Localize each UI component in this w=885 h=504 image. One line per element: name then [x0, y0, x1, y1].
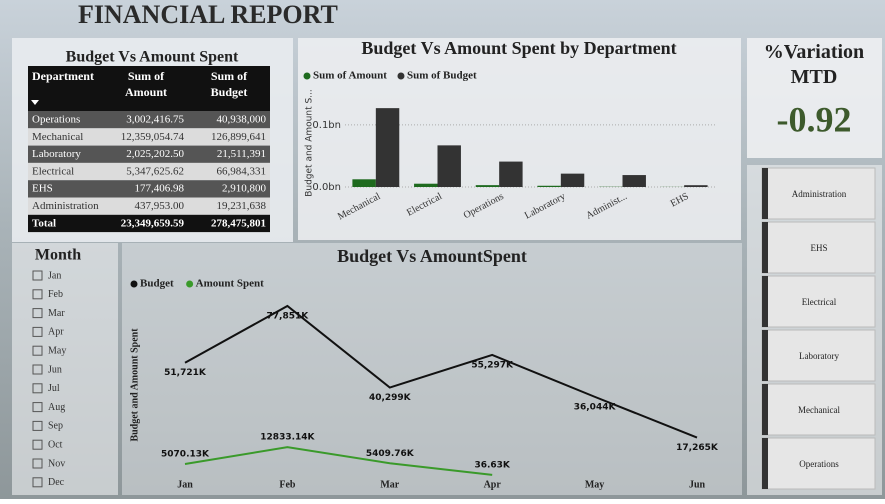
data-label: 12833.14K	[260, 433, 315, 443]
data-label: 51,721K	[164, 368, 207, 378]
legend-marker	[186, 281, 193, 288]
bar	[561, 174, 584, 187]
column-header: Department	[32, 69, 94, 83]
month-item[interactable]: May	[48, 345, 66, 356]
table-cell: 66,984,331	[217, 165, 267, 177]
legend-marker	[131, 281, 138, 288]
button-accent	[762, 330, 768, 381]
button-accent	[762, 438, 768, 489]
x-tick-label: Jan	[177, 479, 193, 490]
department-item[interactable]: Laboratory	[799, 351, 839, 361]
table-cell: 5,347,625.62	[126, 165, 184, 177]
data-label: 40,299K	[369, 393, 412, 403]
legend-marker	[397, 73, 404, 80]
table-cell: 177,406.98	[135, 183, 185, 195]
month-item[interactable]: Mar	[48, 308, 65, 319]
table-cell: 2,910,800	[222, 183, 267, 195]
table-cell: 126,899,641	[211, 131, 266, 143]
x-tick-label: May	[585, 479, 604, 490]
line-title: Budget Vs AmountSpent	[337, 246, 527, 266]
month-item[interactable]: Jul	[48, 383, 60, 394]
month-item[interactable]: Jun	[48, 364, 62, 375]
month-item[interactable]: Nov	[48, 458, 65, 469]
table-cell: Total	[32, 217, 56, 229]
x-tick-label: Feb	[279, 479, 296, 490]
table-cell: 437,953.00	[135, 200, 185, 212]
legend-label: Amount Spent	[196, 278, 264, 290]
department-item[interactable]: Administration	[792, 189, 847, 199]
department-item[interactable]: EHS	[810, 243, 827, 253]
page-title: FINANCIAL REPORT	[78, 0, 338, 29]
data-label: 36.63K	[474, 460, 510, 470]
table-cell: 21,511,391	[217, 148, 266, 160]
x-tick-label: Apr	[484, 479, 502, 490]
table-cell: Administration	[32, 200, 99, 212]
legend-label: Sum of Budget	[407, 70, 477, 82]
y-tick-label: 0.1bn	[312, 120, 341, 131]
month-item[interactable]: Aug	[48, 402, 65, 413]
month-item[interactable]: Sep	[48, 421, 63, 432]
department-item[interactable]: Operations	[799, 459, 839, 469]
month-item[interactable]: Jan	[48, 270, 61, 281]
department-item[interactable]: Electrical	[802, 297, 837, 307]
table-cell: 40,938,000	[217, 114, 267, 126]
button-accent	[762, 168, 768, 219]
bar	[623, 175, 646, 187]
data-label: 17,265K	[676, 443, 719, 453]
data-label: 55,297K	[471, 360, 514, 370]
data-label: 77,851K	[267, 312, 310, 322]
y-axis-label: Budget and Amount S...	[305, 89, 315, 197]
month-title: Month	[35, 247, 81, 264]
table-cell: 3,002,416.75	[126, 114, 184, 126]
data-label: 36,044K	[574, 402, 617, 412]
month-item[interactable]: Dec	[48, 477, 65, 488]
table-cell: Operations	[32, 114, 80, 126]
month-item[interactable]: Feb	[48, 289, 63, 300]
legend-label: Budget	[140, 278, 174, 290]
month-item[interactable]: Apr	[48, 327, 64, 338]
y-tick-label: 0.0bn	[312, 182, 341, 193]
button-accent	[762, 276, 768, 327]
legend-marker	[304, 73, 311, 80]
table-cell: 2,025,202.50	[126, 148, 184, 160]
bar	[499, 162, 522, 187]
table-cell: 19,231,638	[217, 200, 267, 212]
table-cell: Electrical	[32, 165, 74, 177]
table-title: Budget Vs Amount Spent	[66, 49, 239, 66]
month-item[interactable]: Oct	[48, 439, 63, 450]
table-cell: 12,359,054.74	[121, 131, 185, 143]
button-accent	[762, 384, 768, 435]
legend-label: Sum of Amount	[313, 70, 387, 82]
table-cell: Mechanical	[32, 131, 83, 143]
data-label: 5070.13K	[161, 449, 210, 459]
bar	[376, 108, 399, 187]
data-label: 5409.76K	[366, 449, 415, 459]
bar	[352, 179, 375, 187]
table-cell: 23,349,659.59	[121, 217, 185, 229]
department-item[interactable]: Mechanical	[798, 405, 840, 415]
kpi-value: -0.92	[777, 99, 852, 139]
bar	[476, 185, 499, 187]
month-panel	[12, 243, 118, 495]
table-cell: 278,475,801	[211, 217, 266, 229]
table-cell: Laboratory	[32, 148, 81, 160]
bar	[438, 145, 461, 187]
x-tick-label: Mar	[380, 479, 399, 490]
table-cell: EHS	[32, 183, 53, 195]
bar	[414, 184, 437, 187]
bar	[537, 186, 560, 187]
button-accent	[762, 222, 768, 273]
bar	[684, 185, 707, 187]
y-axis-label: Budget and Amount Spent	[129, 328, 140, 442]
bar-title: Budget Vs Amount Spent by Department	[361, 38, 676, 58]
x-tick-label: Jun	[689, 479, 706, 490]
